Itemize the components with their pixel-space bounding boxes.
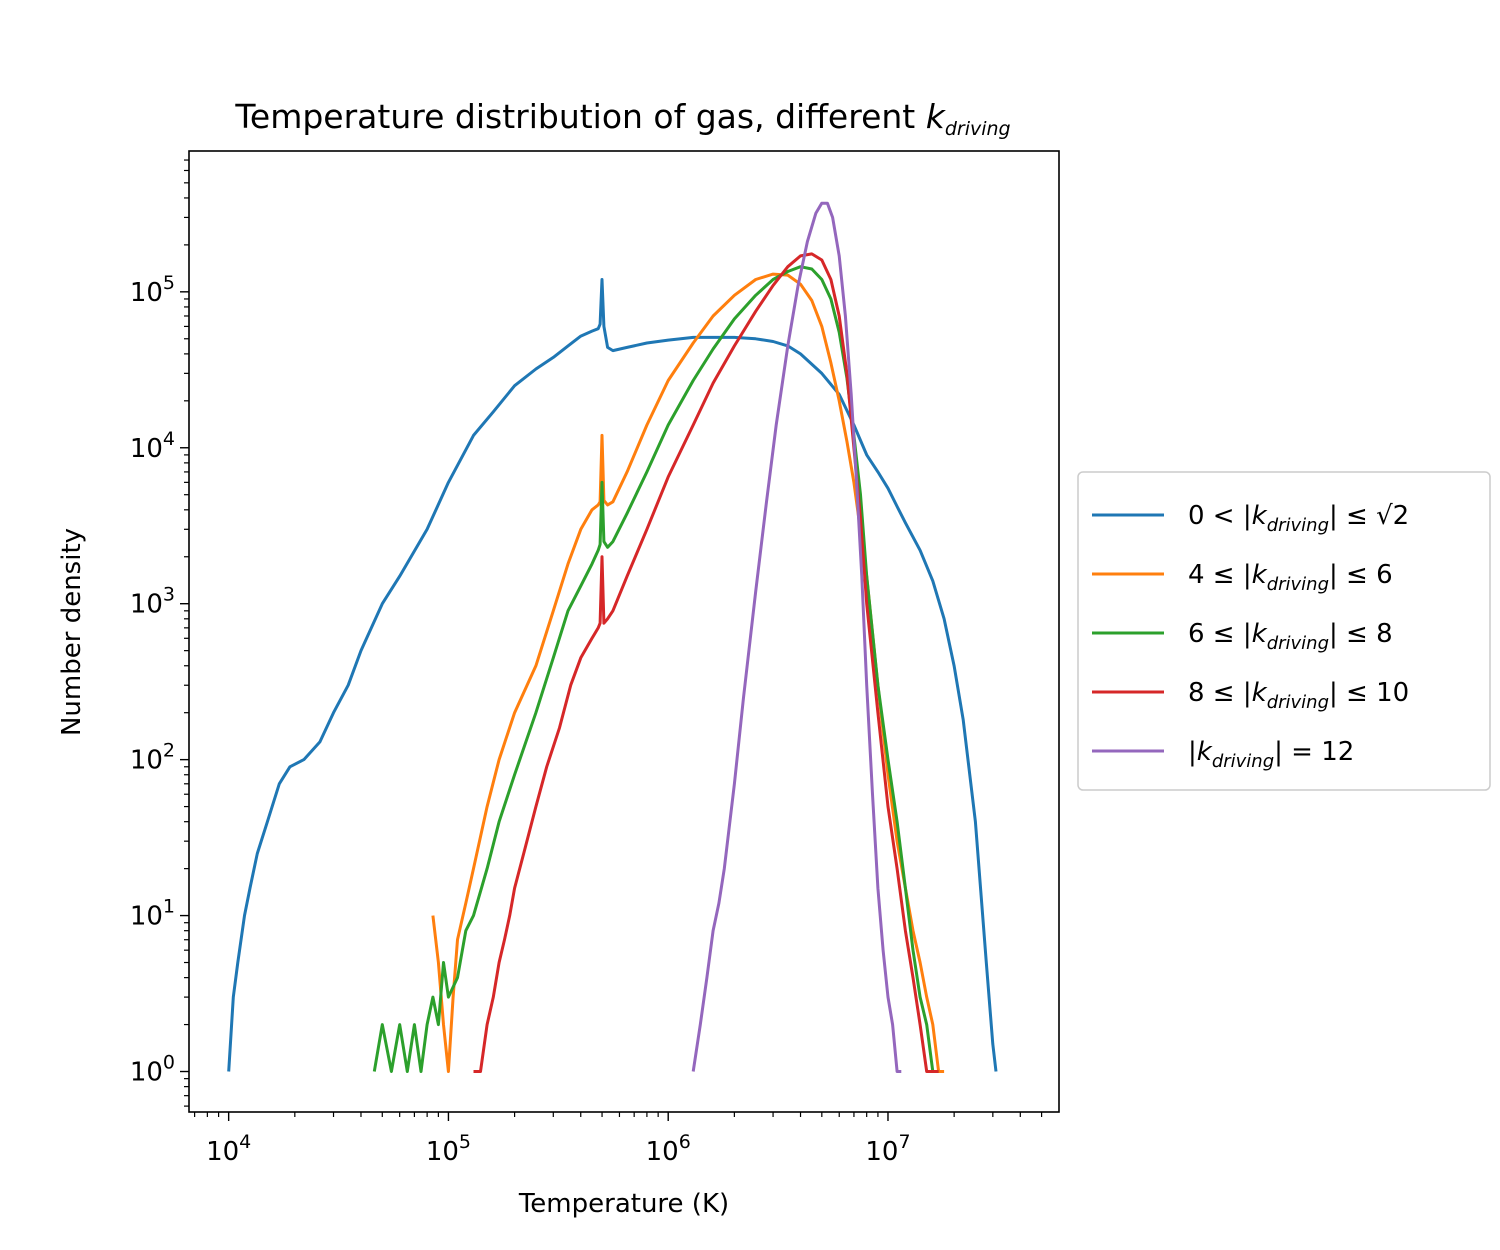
y-tick-label: 102 <box>130 740 175 776</box>
series-line-2 <box>431 272 945 1073</box>
legend-label-2: 4 ≤ |kdriving| ≤ 6 <box>1188 560 1393 595</box>
series-line-4 <box>473 252 939 1073</box>
axes-layer: 104 105 106 107 100 101 102 103 104 105 <box>130 150 1060 1167</box>
series-line-1 <box>227 278 998 1072</box>
legend-box <box>1077 471 1491 791</box>
x-tick-label: 104 <box>206 1131 251 1167</box>
y-tick-label: 101 <box>130 896 175 932</box>
y-tick-label: 100 <box>130 1052 175 1088</box>
legend-label-5: |kdriving| = 12 <box>1188 737 1354 772</box>
chart-title: Temperature distribution of gas, differe… <box>234 97 1010 140</box>
plot-frame <box>188 150 1060 1113</box>
y-tick-label: 104 <box>130 428 175 464</box>
legend: 0 < |kdriving| ≤ √2 4 ≤ |kdriving| ≤ 6 6 ≤… <box>1077 471 1491 791</box>
legend-label-1: 0 < |kdriving| ≤ √2 <box>1188 501 1409 536</box>
chart-title-main: Temperature distribution of gas, differe… <box>234 97 925 136</box>
series-line-3 <box>372 265 939 1073</box>
x-axis-label: Temperature (K) <box>518 1189 729 1219</box>
y-tick-label: 103 <box>130 584 175 620</box>
y-tick-label: 105 <box>130 272 175 308</box>
legend-label-3: 6 ≤ |kdriving| ≤ 8 <box>1188 619 1393 654</box>
legend-label-4: 8 ≤ |kdriving| ≤ 10 <box>1188 678 1409 713</box>
y-axis-label: Number density <box>57 528 87 736</box>
x-tick-label: 107 <box>865 1131 910 1167</box>
chart-title-symbol: k <box>926 97 947 136</box>
x-tick-label: 105 <box>426 1131 471 1167</box>
series-line-5 <box>691 201 902 1073</box>
x-tick-label: 106 <box>646 1131 691 1167</box>
series-layer <box>227 201 998 1073</box>
chart-title-subscript: driving <box>945 118 1011 140</box>
